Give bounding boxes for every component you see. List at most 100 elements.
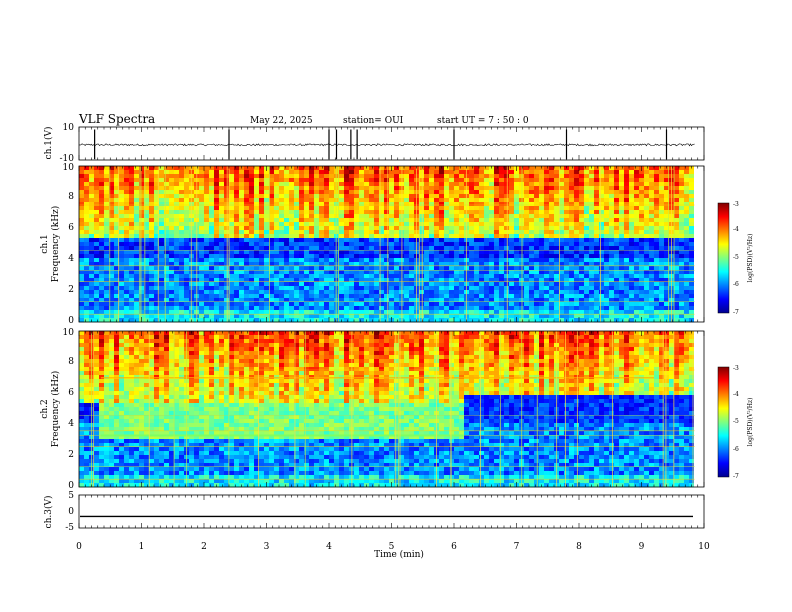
spec1-cell xyxy=(319,214,325,219)
spec1-cell xyxy=(539,206,545,211)
spec1-cell xyxy=(674,210,680,215)
spec1-cell xyxy=(509,230,515,235)
spec1-cell xyxy=(564,270,570,275)
spec1-cell xyxy=(574,306,580,311)
spec1-cell xyxy=(484,262,490,267)
spec1-cell xyxy=(289,310,295,315)
spec1-cell xyxy=(664,314,670,319)
spec1-cell xyxy=(129,238,135,243)
spec1-cell xyxy=(504,190,510,195)
spec1-cell xyxy=(94,178,100,183)
spec1-cell xyxy=(264,294,270,299)
spec1-cell xyxy=(514,198,520,203)
spec1-cell xyxy=(549,242,555,247)
spec1-cell xyxy=(559,242,565,247)
spec1-cell xyxy=(394,178,400,183)
spec1-cell xyxy=(604,318,610,323)
spec1-cell xyxy=(159,298,165,303)
spec1-cell xyxy=(239,298,245,303)
spec1-cell xyxy=(249,314,255,319)
spec1-cell xyxy=(344,306,350,311)
spec1-cell xyxy=(499,286,505,291)
spec1-cell xyxy=(424,266,430,271)
spec1-cell xyxy=(139,266,145,271)
spec1-cell xyxy=(294,266,300,271)
spec1-cell xyxy=(184,310,190,315)
spec1-cell xyxy=(254,306,260,311)
spec1-cell xyxy=(654,246,660,251)
spec1-cell xyxy=(359,206,365,211)
spec1-cell xyxy=(209,262,215,267)
spec1-cell xyxy=(459,202,465,207)
spec1-cell xyxy=(329,306,335,311)
spec1-cell xyxy=(209,310,215,315)
spec1-cell xyxy=(259,222,265,227)
spec1-cell xyxy=(499,274,505,279)
spec1-cell xyxy=(549,202,555,207)
spec1-cell xyxy=(229,206,235,211)
spec1-cell xyxy=(689,194,695,199)
spec1-cell xyxy=(554,290,560,295)
spec1-cell xyxy=(634,298,640,303)
spec1-cell xyxy=(249,238,255,243)
spec1-cell xyxy=(404,166,410,171)
spec1-cell xyxy=(649,230,655,235)
spec1-cell xyxy=(619,226,625,231)
spec1-cell xyxy=(204,306,210,311)
spec1-cell xyxy=(284,254,290,259)
spec1-cell xyxy=(384,222,390,227)
spec1-cell xyxy=(474,174,480,179)
spec1-cell xyxy=(359,242,365,247)
spec1-cell xyxy=(159,194,165,199)
spec1-cell xyxy=(339,190,345,195)
spec1-cell xyxy=(299,214,305,219)
spec1-cell xyxy=(229,294,235,299)
spec1-cell xyxy=(589,182,595,187)
spec1-cell xyxy=(204,190,210,195)
spec1-cell xyxy=(294,218,300,223)
spec1-cell xyxy=(124,258,130,263)
spec1-cell xyxy=(264,298,270,303)
spec1-cell xyxy=(309,302,315,307)
spec1-cell xyxy=(514,186,520,191)
spec1-cell xyxy=(494,198,500,203)
spec1-cell xyxy=(649,302,655,307)
spec1-cell xyxy=(259,218,265,223)
spec1-cell xyxy=(604,222,610,227)
spec1-cell xyxy=(79,166,85,171)
spec1-cell xyxy=(614,298,620,303)
spec1-cell xyxy=(429,186,435,191)
spec1-cell xyxy=(199,310,205,315)
spec1-cell xyxy=(144,190,150,195)
spec1-cell xyxy=(79,182,85,187)
spec1-cell xyxy=(254,182,260,187)
spec1-cell xyxy=(314,182,320,187)
spec1-cell xyxy=(349,186,355,191)
spec1-cell xyxy=(114,238,120,243)
spec1-cell xyxy=(484,170,490,175)
spec1-cell xyxy=(484,238,490,243)
spec1-cell xyxy=(574,246,580,251)
spec1-cell xyxy=(584,294,590,299)
spec1-cell xyxy=(639,178,645,183)
spec1-cell xyxy=(494,226,500,231)
spec1-cell xyxy=(214,238,220,243)
spec1-cell xyxy=(474,294,480,299)
spec1-cell xyxy=(234,190,240,195)
spec1-cell xyxy=(79,302,85,307)
spec1-cell xyxy=(524,262,530,267)
spec1-cell xyxy=(199,258,205,263)
spec1-cell xyxy=(349,290,355,295)
spec1-cell xyxy=(94,258,100,263)
spec1-cell xyxy=(499,182,505,187)
spec1-cell xyxy=(264,270,270,275)
spec1-cell xyxy=(354,318,360,323)
spec1-cell xyxy=(369,302,375,307)
spec1-cell xyxy=(439,170,445,175)
spec1-cell xyxy=(204,182,210,187)
spec1-cell xyxy=(409,194,415,199)
spec1-cell xyxy=(364,286,370,291)
spec1-cell xyxy=(169,182,175,187)
spec1-cell xyxy=(84,306,90,311)
spec1-cell xyxy=(534,234,540,239)
